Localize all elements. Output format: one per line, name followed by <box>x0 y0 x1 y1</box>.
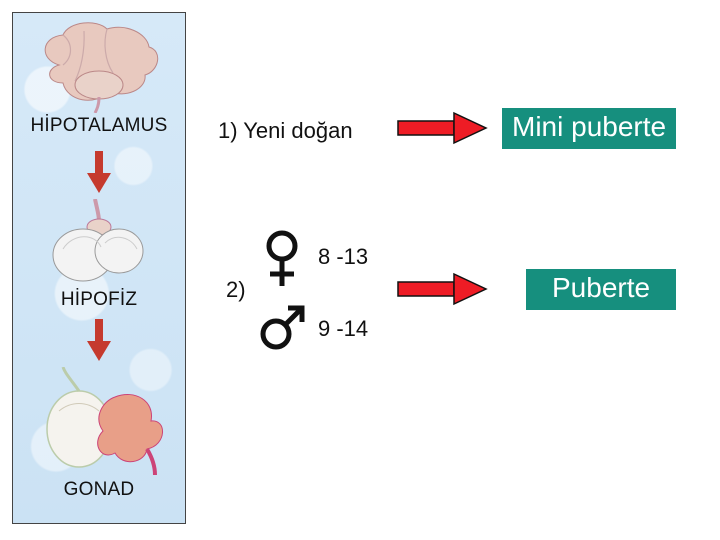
pituitary-block: HİPOFİZ <box>13 199 185 311</box>
brain-icon <box>13 17 185 113</box>
gonad-block: GONAD <box>13 367 185 501</box>
badge-mini-puberte: Mini puberte <box>502 108 676 149</box>
pituitary-label: HİPOFİZ <box>13 289 185 311</box>
arrow-item1 <box>396 111 488 150</box>
male-age-range: 9 -14 <box>318 316 368 342</box>
gonad-icon <box>13 367 185 477</box>
female-age-range: 8 -13 <box>318 244 368 270</box>
item2-number: 2) <box>226 277 246 303</box>
arrow-pituitary-to-gonad <box>85 319 113 368</box>
hpg-axis-panel: HİPOTALAMUS HİPOFİZ <box>12 12 186 524</box>
male-icon <box>258 302 308 357</box>
hypothalamus-block: HİPOTALAMUS <box>13 17 185 137</box>
arrow-item2 <box>396 272 488 311</box>
arrow-hypothalamus-to-pituitary <box>85 151 113 200</box>
female-icon <box>262 230 302 297</box>
item1-text: 1) Yeni doğan <box>218 118 353 144</box>
gonad-label: GONAD <box>13 479 185 501</box>
pituitary-icon <box>13 199 185 287</box>
badge-puberte: Puberte <box>526 269 676 310</box>
hypothalamus-label: HİPOTALAMUS <box>13 115 185 137</box>
